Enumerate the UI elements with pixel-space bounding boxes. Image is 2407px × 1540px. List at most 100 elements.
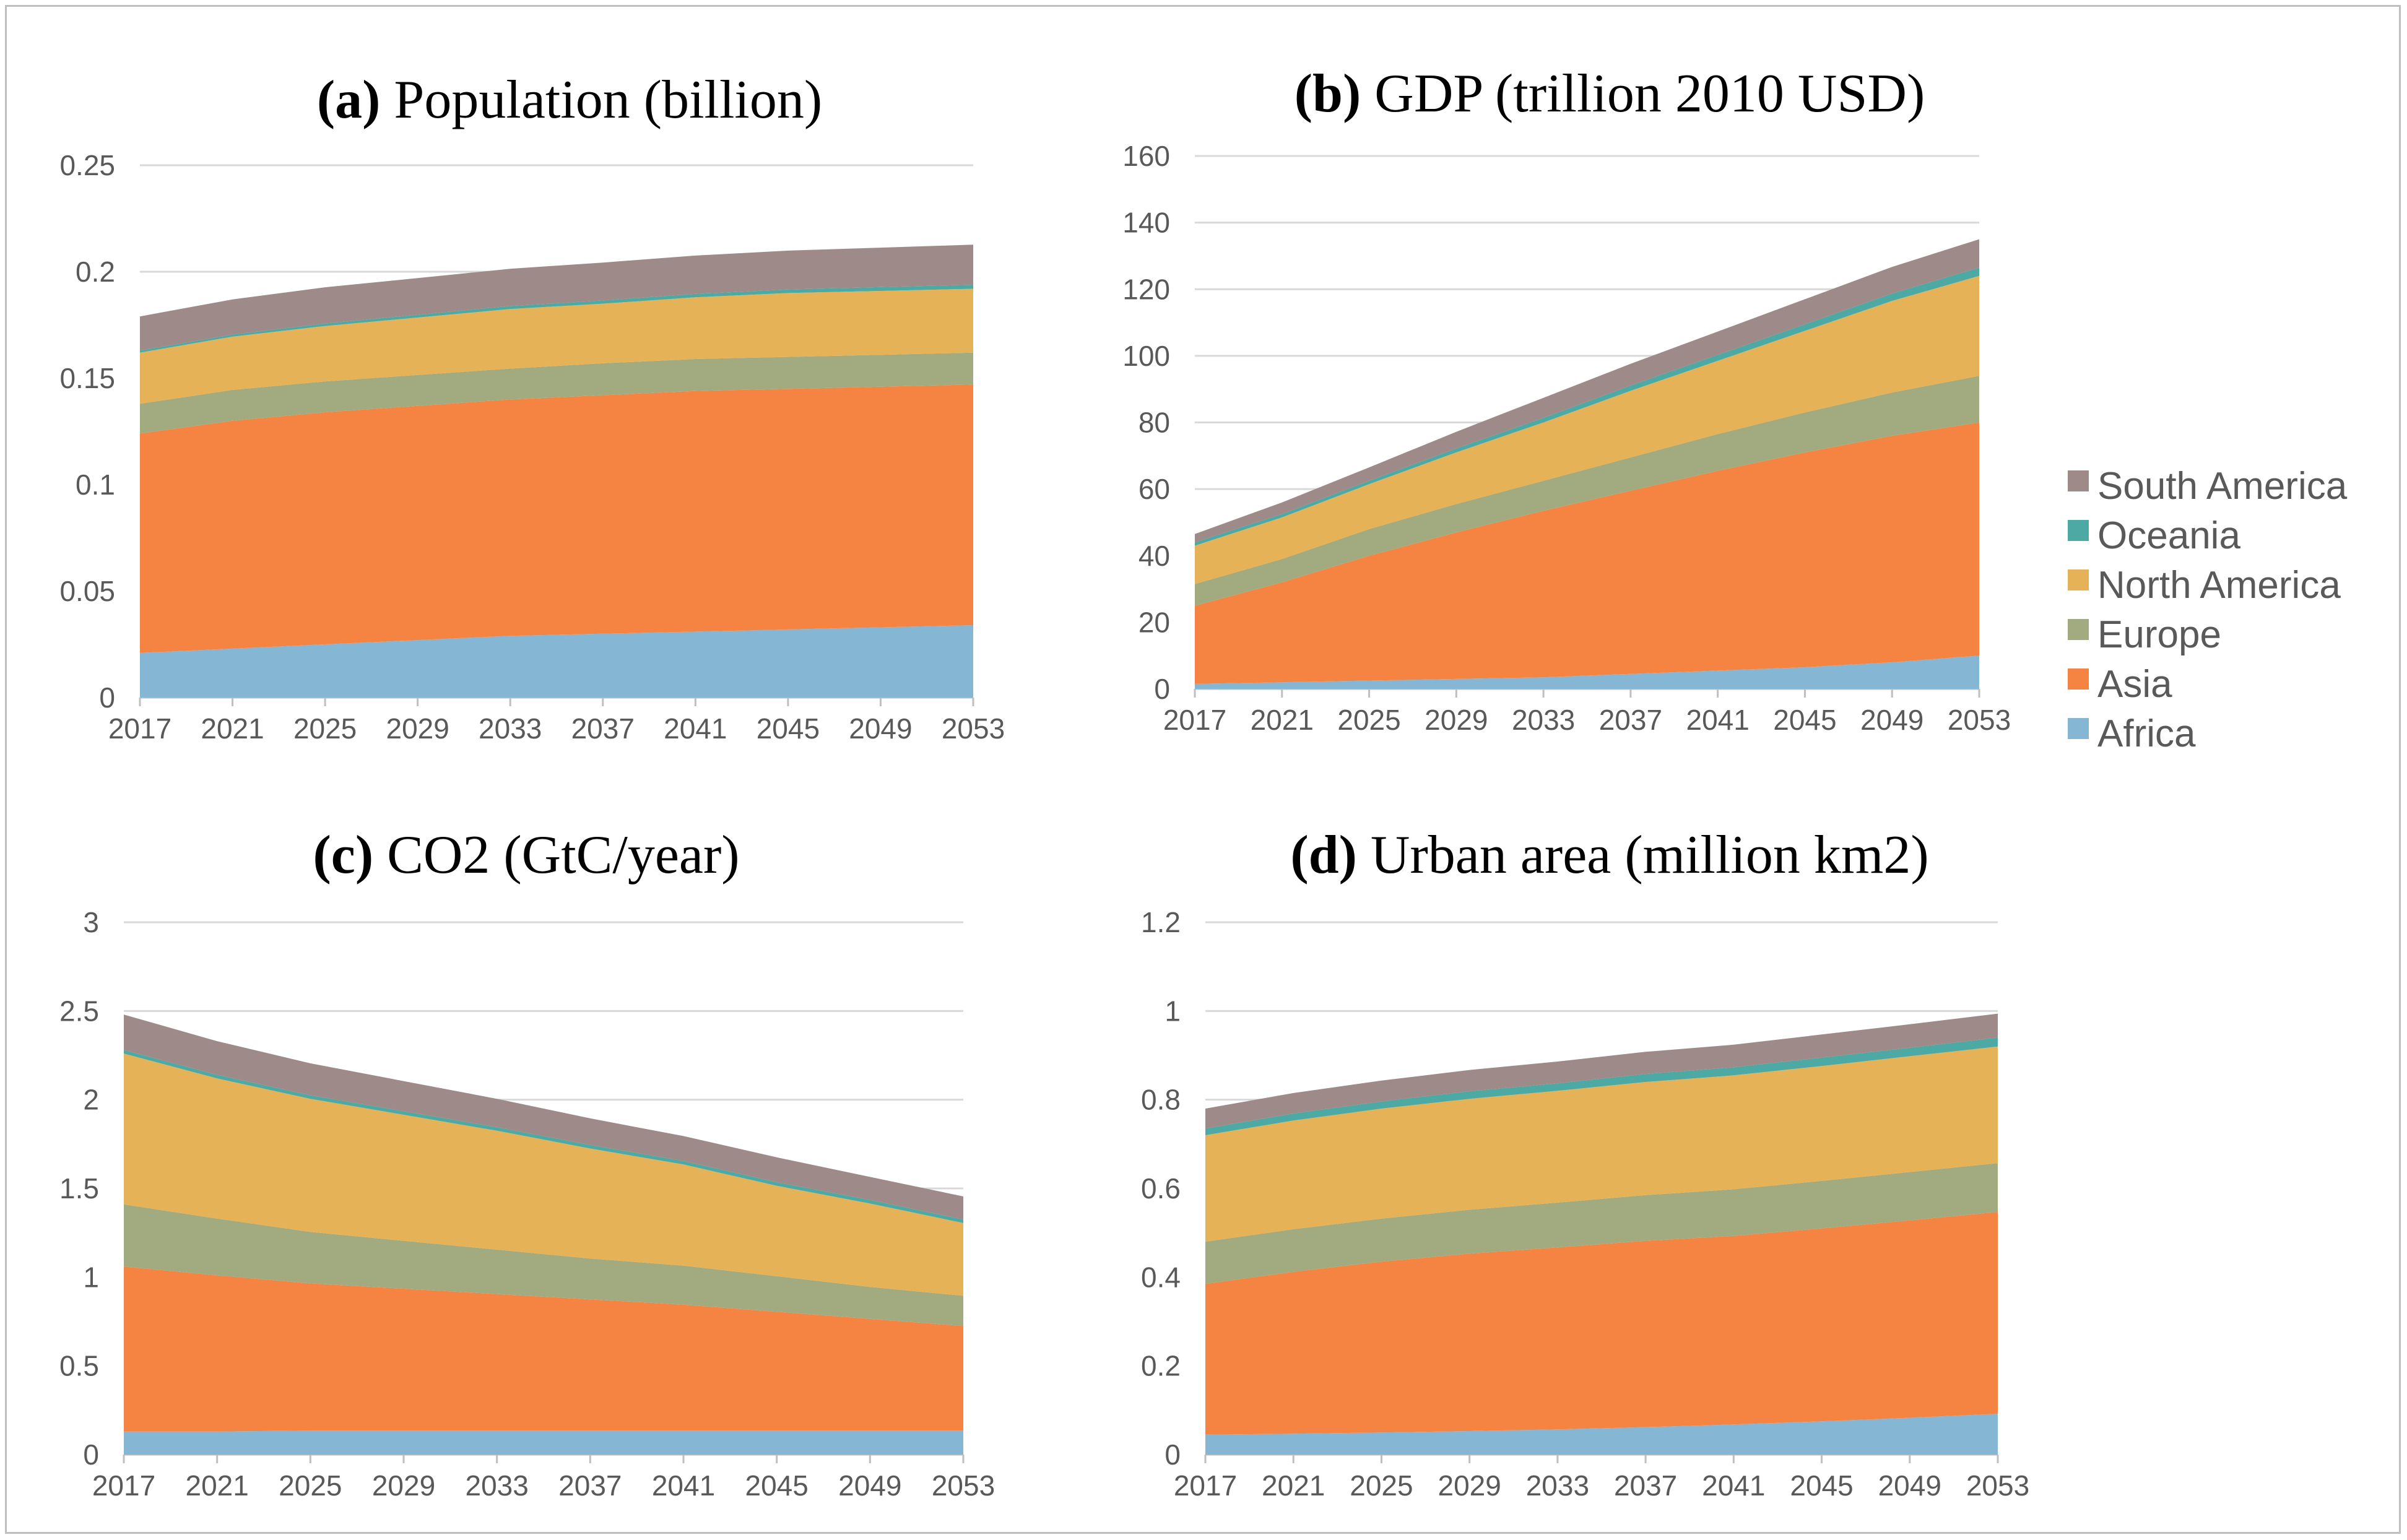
- x-tick-label: 2033: [1512, 704, 1575, 736]
- y-tick-label: 80: [1138, 407, 1170, 439]
- legend-swatch: [2068, 569, 2089, 590]
- y-tick-label: 0.4: [1141, 1261, 1181, 1293]
- area-africa: [1195, 655, 1979, 689]
- x-tick-label: 2037: [571, 712, 635, 745]
- chart-title: (b) GDP (trillion 2010 USD): [1295, 64, 1925, 124]
- area-north-america: [1195, 275, 1979, 584]
- area-south-america: [140, 244, 973, 351]
- y-tick-label: 0: [1164, 1438, 1181, 1471]
- area-africa: [140, 625, 973, 698]
- x-tick-label: 2025: [279, 1469, 342, 1502]
- x-tick-label: 2017: [1174, 1469, 1237, 1502]
- legend-swatch: [2068, 520, 2089, 541]
- x-tick-label: 2029: [372, 1469, 435, 1502]
- legend-swatch: [2068, 470, 2089, 491]
- x-tick-label: 2045: [745, 1469, 808, 1502]
- chart-title: (d) Urban area (million km2): [1290, 825, 1928, 885]
- y-tick-label: 1: [1164, 995, 1181, 1027]
- legend-label: Africa: [2097, 712, 2196, 755]
- x-tick-label: 2021: [185, 1469, 248, 1502]
- legend: South America Oceania North America Euro…: [2068, 465, 2348, 755]
- area-africa: [124, 1430, 963, 1455]
- area-south-america: [124, 1014, 963, 1220]
- area-asia: [124, 1266, 963, 1432]
- y-tick-label: 0.2: [76, 256, 115, 288]
- area-europe: [1205, 1163, 1998, 1284]
- area-north-america: [1205, 1046, 1998, 1242]
- y-tick-label: 0.6: [1141, 1172, 1181, 1205]
- area-europe: [124, 1204, 963, 1326]
- area-oceania: [1195, 267, 1979, 546]
- x-tick-label: 2033: [1526, 1469, 1589, 1502]
- x-tick-label: 2053: [1948, 704, 2011, 736]
- y-tick-label: 160: [1122, 140, 1170, 172]
- panel-gdp: (b) GDP (trillion 2010 USD) 0 20 40 60 80 100…: [1122, 64, 2011, 736]
- y-tick-label: 2: [83, 1084, 99, 1116]
- y-tick-label: 40: [1138, 540, 1170, 572]
- x-tick-label: 2021: [1262, 1469, 1325, 1502]
- y-tick-label: 100: [1122, 340, 1170, 372]
- y-tick-label: 0.2: [1141, 1350, 1181, 1382]
- area-south-america: [1205, 1013, 1998, 1129]
- legend-item: South America: [2068, 465, 2348, 508]
- area-north-america: [140, 288, 973, 404]
- x-tick-label: 2029: [1438, 1469, 1501, 1502]
- legend-item: North America: [2068, 564, 2341, 607]
- legend-label: South America: [2097, 465, 2348, 508]
- legend-swatch: [2068, 668, 2089, 690]
- x-tick-label: 2033: [465, 1469, 528, 1502]
- legend-item: Asia: [2068, 663, 2172, 706]
- x-tick-label: 2029: [386, 712, 449, 745]
- y-tick-label: 140: [1122, 207, 1170, 239]
- y-tick-label: 0: [83, 1438, 99, 1471]
- legend-label: Asia: [2097, 663, 2172, 706]
- x-tick-label: 2017: [92, 1469, 155, 1502]
- area-africa: [1205, 1414, 1998, 1455]
- area-asia: [1205, 1212, 1998, 1435]
- legend-item: Africa: [2068, 712, 2196, 755]
- y-tick-label: 1.5: [59, 1172, 99, 1205]
- x-tick-label: 2045: [1773, 704, 1836, 736]
- y-tick-label: 0.05: [59, 575, 115, 607]
- x-tick-label: 2021: [1251, 704, 1314, 736]
- y-tick-label: 0: [99, 681, 115, 714]
- panel-population: (a) Population (billion) 0 0.05 0.1 0.15 0.2…: [59, 70, 1005, 745]
- y-tick-label: 20: [1138, 606, 1170, 638]
- x-tick-label: 2021: [201, 712, 264, 745]
- area-north-america: [124, 1053, 963, 1296]
- legend-item: Oceania: [2068, 514, 2240, 557]
- chart-title: (c) CO2 (GtC/year): [313, 825, 739, 885]
- area-oceania: [124, 1050, 963, 1223]
- x-tick-label: 2049: [1878, 1469, 1941, 1502]
- x-tick-label: 2045: [1790, 1469, 1853, 1502]
- figure-frame: [5, 5, 2401, 1534]
- area-europe: [1195, 376, 1979, 606]
- y-tick-label: 1.2: [1141, 906, 1181, 938]
- y-tick-label: 3: [83, 906, 99, 938]
- area-asia: [140, 384, 973, 653]
- y-tick-label: 0.5: [59, 1350, 99, 1382]
- x-tick-label: 2037: [558, 1469, 622, 1502]
- y-tick-label: 0.15: [59, 362, 115, 394]
- y-tick-label: 1: [83, 1261, 99, 1293]
- y-tick-label: 2.5: [59, 995, 99, 1027]
- legend-label: North America: [2097, 564, 2341, 607]
- x-tick-label: 2025: [293, 712, 357, 745]
- x-tick-label: 2033: [479, 712, 542, 745]
- x-tick-label: 2025: [1337, 704, 1400, 736]
- x-tick-label: 2041: [1686, 704, 1749, 736]
- legend-label: Oceania: [2097, 514, 2240, 557]
- x-tick-label: 2017: [1163, 704, 1226, 736]
- area-south-america: [1195, 239, 1979, 543]
- x-tick-label: 2029: [1425, 704, 1488, 736]
- x-tick-label: 2049: [838, 1469, 901, 1502]
- chart-title: (a) Population (billion): [317, 70, 822, 130]
- area-oceania: [1205, 1037, 1998, 1135]
- panel-co2: (c) CO2 (GtC/year) 0 0.5 1 1.5 2 2.5 3 2017 2021…: [59, 825, 995, 1502]
- legend-swatch: [2068, 619, 2089, 640]
- y-tick-label: 0.1: [76, 469, 115, 501]
- legend-label: Europe: [2097, 613, 2221, 656]
- area-asia: [1195, 422, 1979, 684]
- x-tick-label: 2049: [849, 712, 912, 745]
